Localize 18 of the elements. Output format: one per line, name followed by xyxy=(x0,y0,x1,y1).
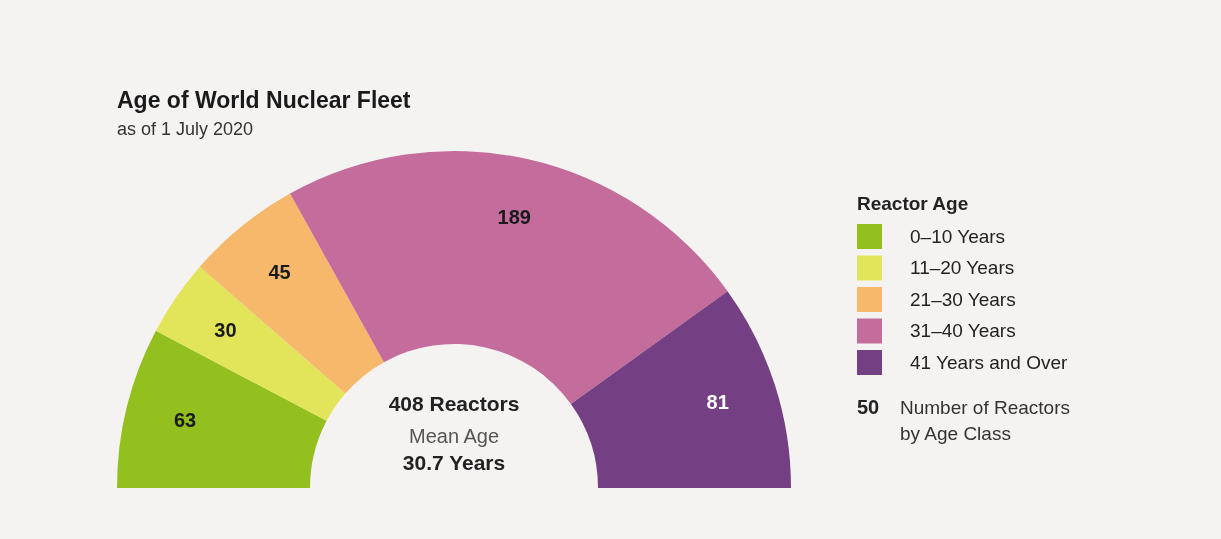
legend-label: 21–30 Years xyxy=(910,288,1016,310)
chart-title: Age of World Nuclear Fleet xyxy=(117,87,411,113)
text: 30.7 Years xyxy=(402,451,506,474)
legend-label: 0–10 Years xyxy=(910,225,1006,247)
text: Mean Age xyxy=(408,425,500,447)
text: Number of Reactors by Age Class xyxy=(900,397,1071,444)
data-label: 45 xyxy=(268,260,291,283)
data-label: 81 xyxy=(706,391,729,414)
data-label: 30 xyxy=(214,319,237,342)
legend-label: 41 Years and Over xyxy=(910,351,1069,373)
legend-label: 11–20 Years xyxy=(910,257,1015,278)
text: 50 xyxy=(857,396,880,418)
legend-label: 31–40 Years xyxy=(910,320,1016,341)
data-label: 189 xyxy=(497,205,531,228)
legend-title: Reactor Age xyxy=(857,193,969,214)
data-label: 63 xyxy=(173,409,197,432)
text: 408 Reactors xyxy=(388,392,520,415)
chart-subtitle: as of 1 July 2020 xyxy=(117,119,254,139)
